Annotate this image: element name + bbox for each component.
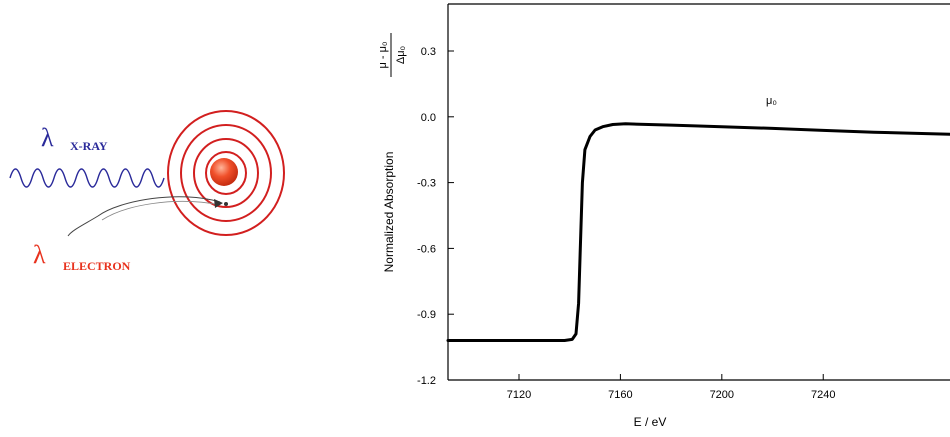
y-tick-label: -0.9 (417, 309, 436, 321)
xray-lambda-symbol: λ (41, 123, 54, 152)
y-axis-title: Normalized Absorption (382, 152, 396, 273)
x-tick-label: 7240 (811, 389, 835, 401)
electron-shell-1 (205, 151, 247, 195)
y-tick-label: 0.3 (421, 46, 436, 58)
y-tick-label: -0.6 (417, 243, 436, 255)
electron-label: ELECTRON (63, 259, 131, 273)
curve-annotation: μ₀ (766, 95, 777, 107)
absorption-chart: 0.30.0-0.3-0.6-0.9-1.2 7120 7160 7200 7240 … (377, 3, 950, 429)
atom-icon (167, 110, 285, 236)
y-tick-label: -1.2 (417, 375, 436, 387)
electron-shell-3 (180, 124, 272, 222)
formula-numerator: μ - μ₀ (377, 41, 389, 68)
x-tick-label: 7200 (710, 389, 734, 401)
electron-shell-2 (193, 138, 259, 208)
formula-denominator: Δμ₀ (395, 46, 407, 64)
y-tick-label: -0.3 (417, 178, 436, 190)
y-axis-formula: μ - μ₀ Δμ₀ (377, 33, 407, 77)
nucleus (210, 158, 238, 186)
ejected-electron (224, 202, 228, 206)
x-axis-title: E / eV (634, 415, 667, 429)
xray-label: X-RAY (70, 139, 108, 153)
series-line (446, 122, 950, 342)
y-ticks: 0.3 0.0 -0.3 -0.6 -0.9 -1.2 (417, 46, 454, 387)
x-tick-label: 7160 (608, 389, 632, 401)
x-tick-label: 7120 (507, 389, 531, 401)
xray-electron-diagram: λ X-RAY λ E (9, 110, 285, 273)
electron-lambda-symbol: λ (33, 240, 46, 269)
xray-wave-icon (9, 168, 165, 188)
y-tick-label: 0.0 (421, 112, 436, 124)
electron-shell-4 (167, 110, 285, 236)
curved-arrow-icon (67, 196, 223, 237)
x-ticks: 7120 7160 7200 7240 (507, 374, 835, 401)
